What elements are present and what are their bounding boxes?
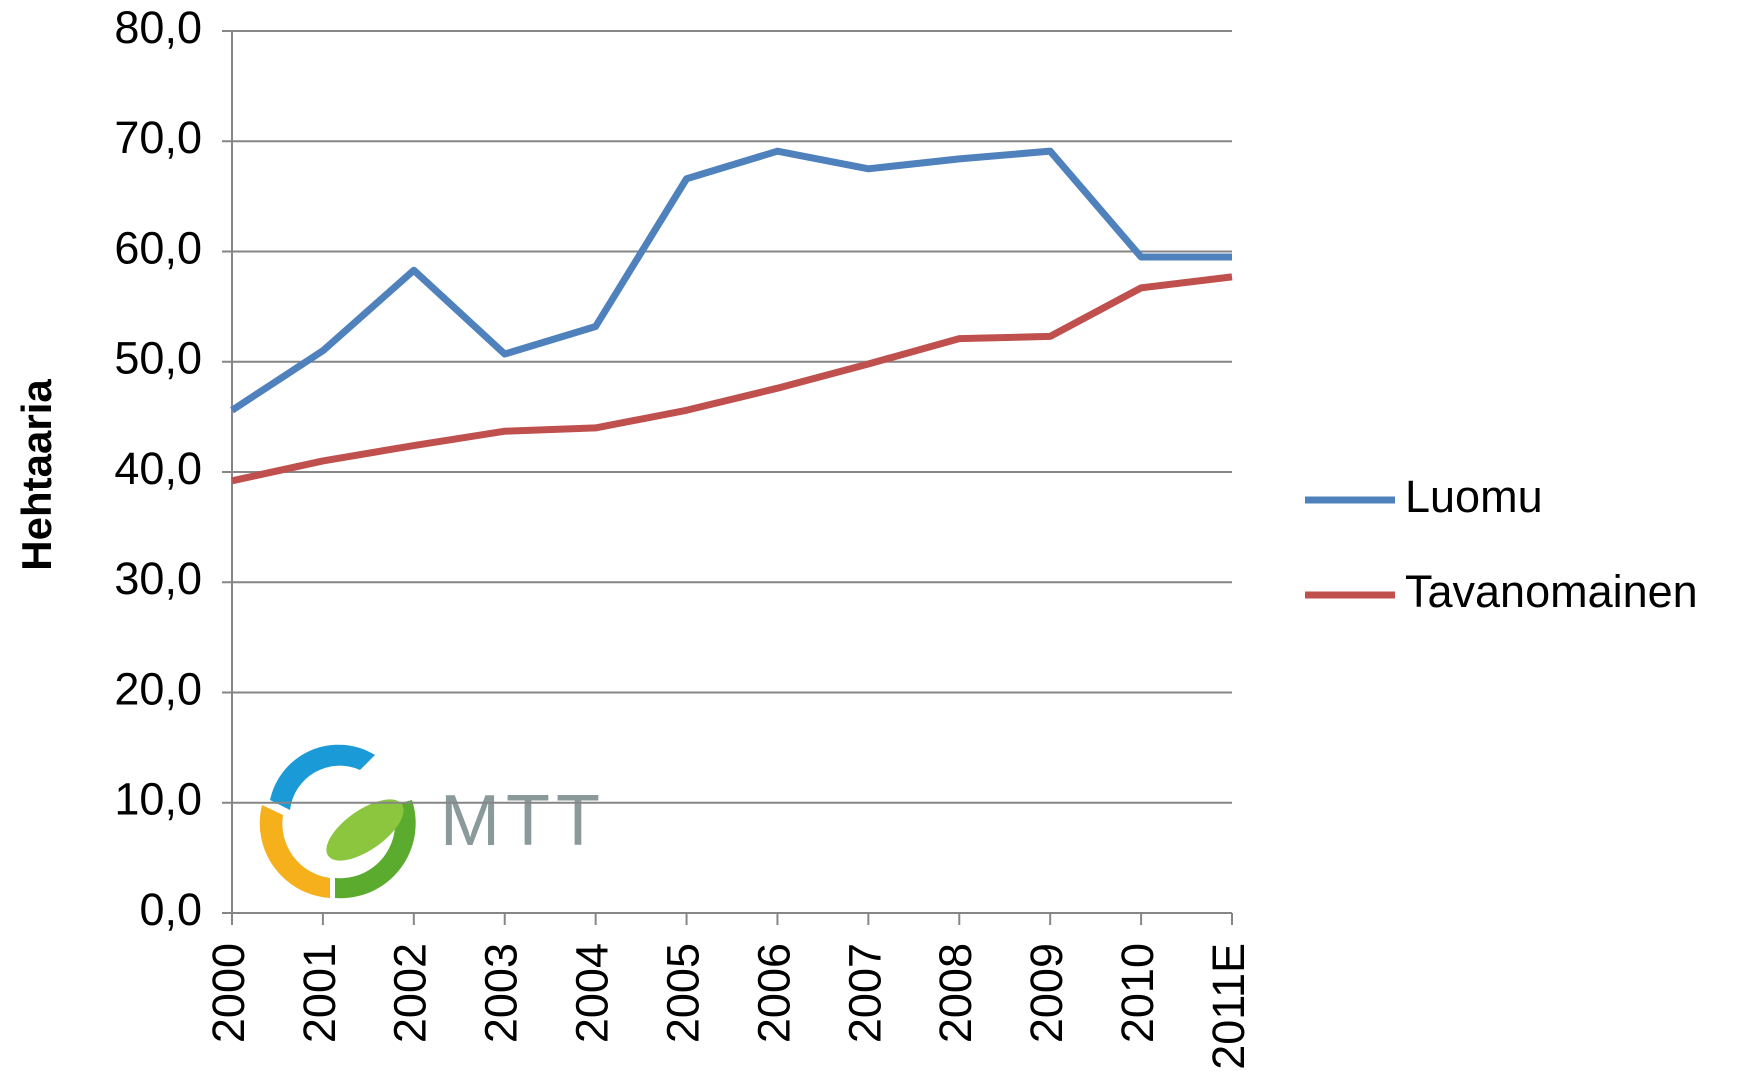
logo: MTT [259,744,606,899]
y-tick-label: 10,0 [114,774,202,825]
logo-arc-yellow [259,805,330,898]
legend-label: Luomu [1405,471,1543,522]
line [230,147,1232,414]
x-tick-label: 2006 [748,943,799,1043]
legend-label: Tavanomainen [1405,566,1698,617]
y-tick-label: 50,0 [114,333,202,384]
y-axis-title: Hehtaaria [13,379,60,571]
logo-leaf [326,799,404,861]
x-tick-label: 2008 [930,943,981,1043]
x-tick-label: 2011E [1203,943,1254,1070]
x-tick-label: 2001 [294,943,345,1043]
x-tick-label: 2007 [839,943,890,1043]
x-tick-label: 2000 [203,943,254,1043]
x-tick-label: 2003 [476,943,527,1043]
x-tick-label: 2002 [385,943,436,1043]
y-tick-label: 30,0 [114,553,202,604]
y-tick-label: 40,0 [114,443,202,494]
logo-arc-blue [270,744,375,810]
y-tick-label: 20,0 [114,663,202,714]
x-tick-label: 2009 [1021,943,1072,1043]
line [231,273,1233,485]
y-tick-label: 0,0 [139,884,202,935]
x-tick-label: 2010 [1112,943,1163,1043]
logo-text: MTT [440,781,606,861]
y-tick-label: 60,0 [114,222,202,273]
y-tick-label: 70,0 [114,112,202,163]
y-tick-label: 80,0 [114,2,202,53]
x-tick-label: 2005 [657,943,708,1043]
x-tick-label: 2004 [567,943,618,1043]
